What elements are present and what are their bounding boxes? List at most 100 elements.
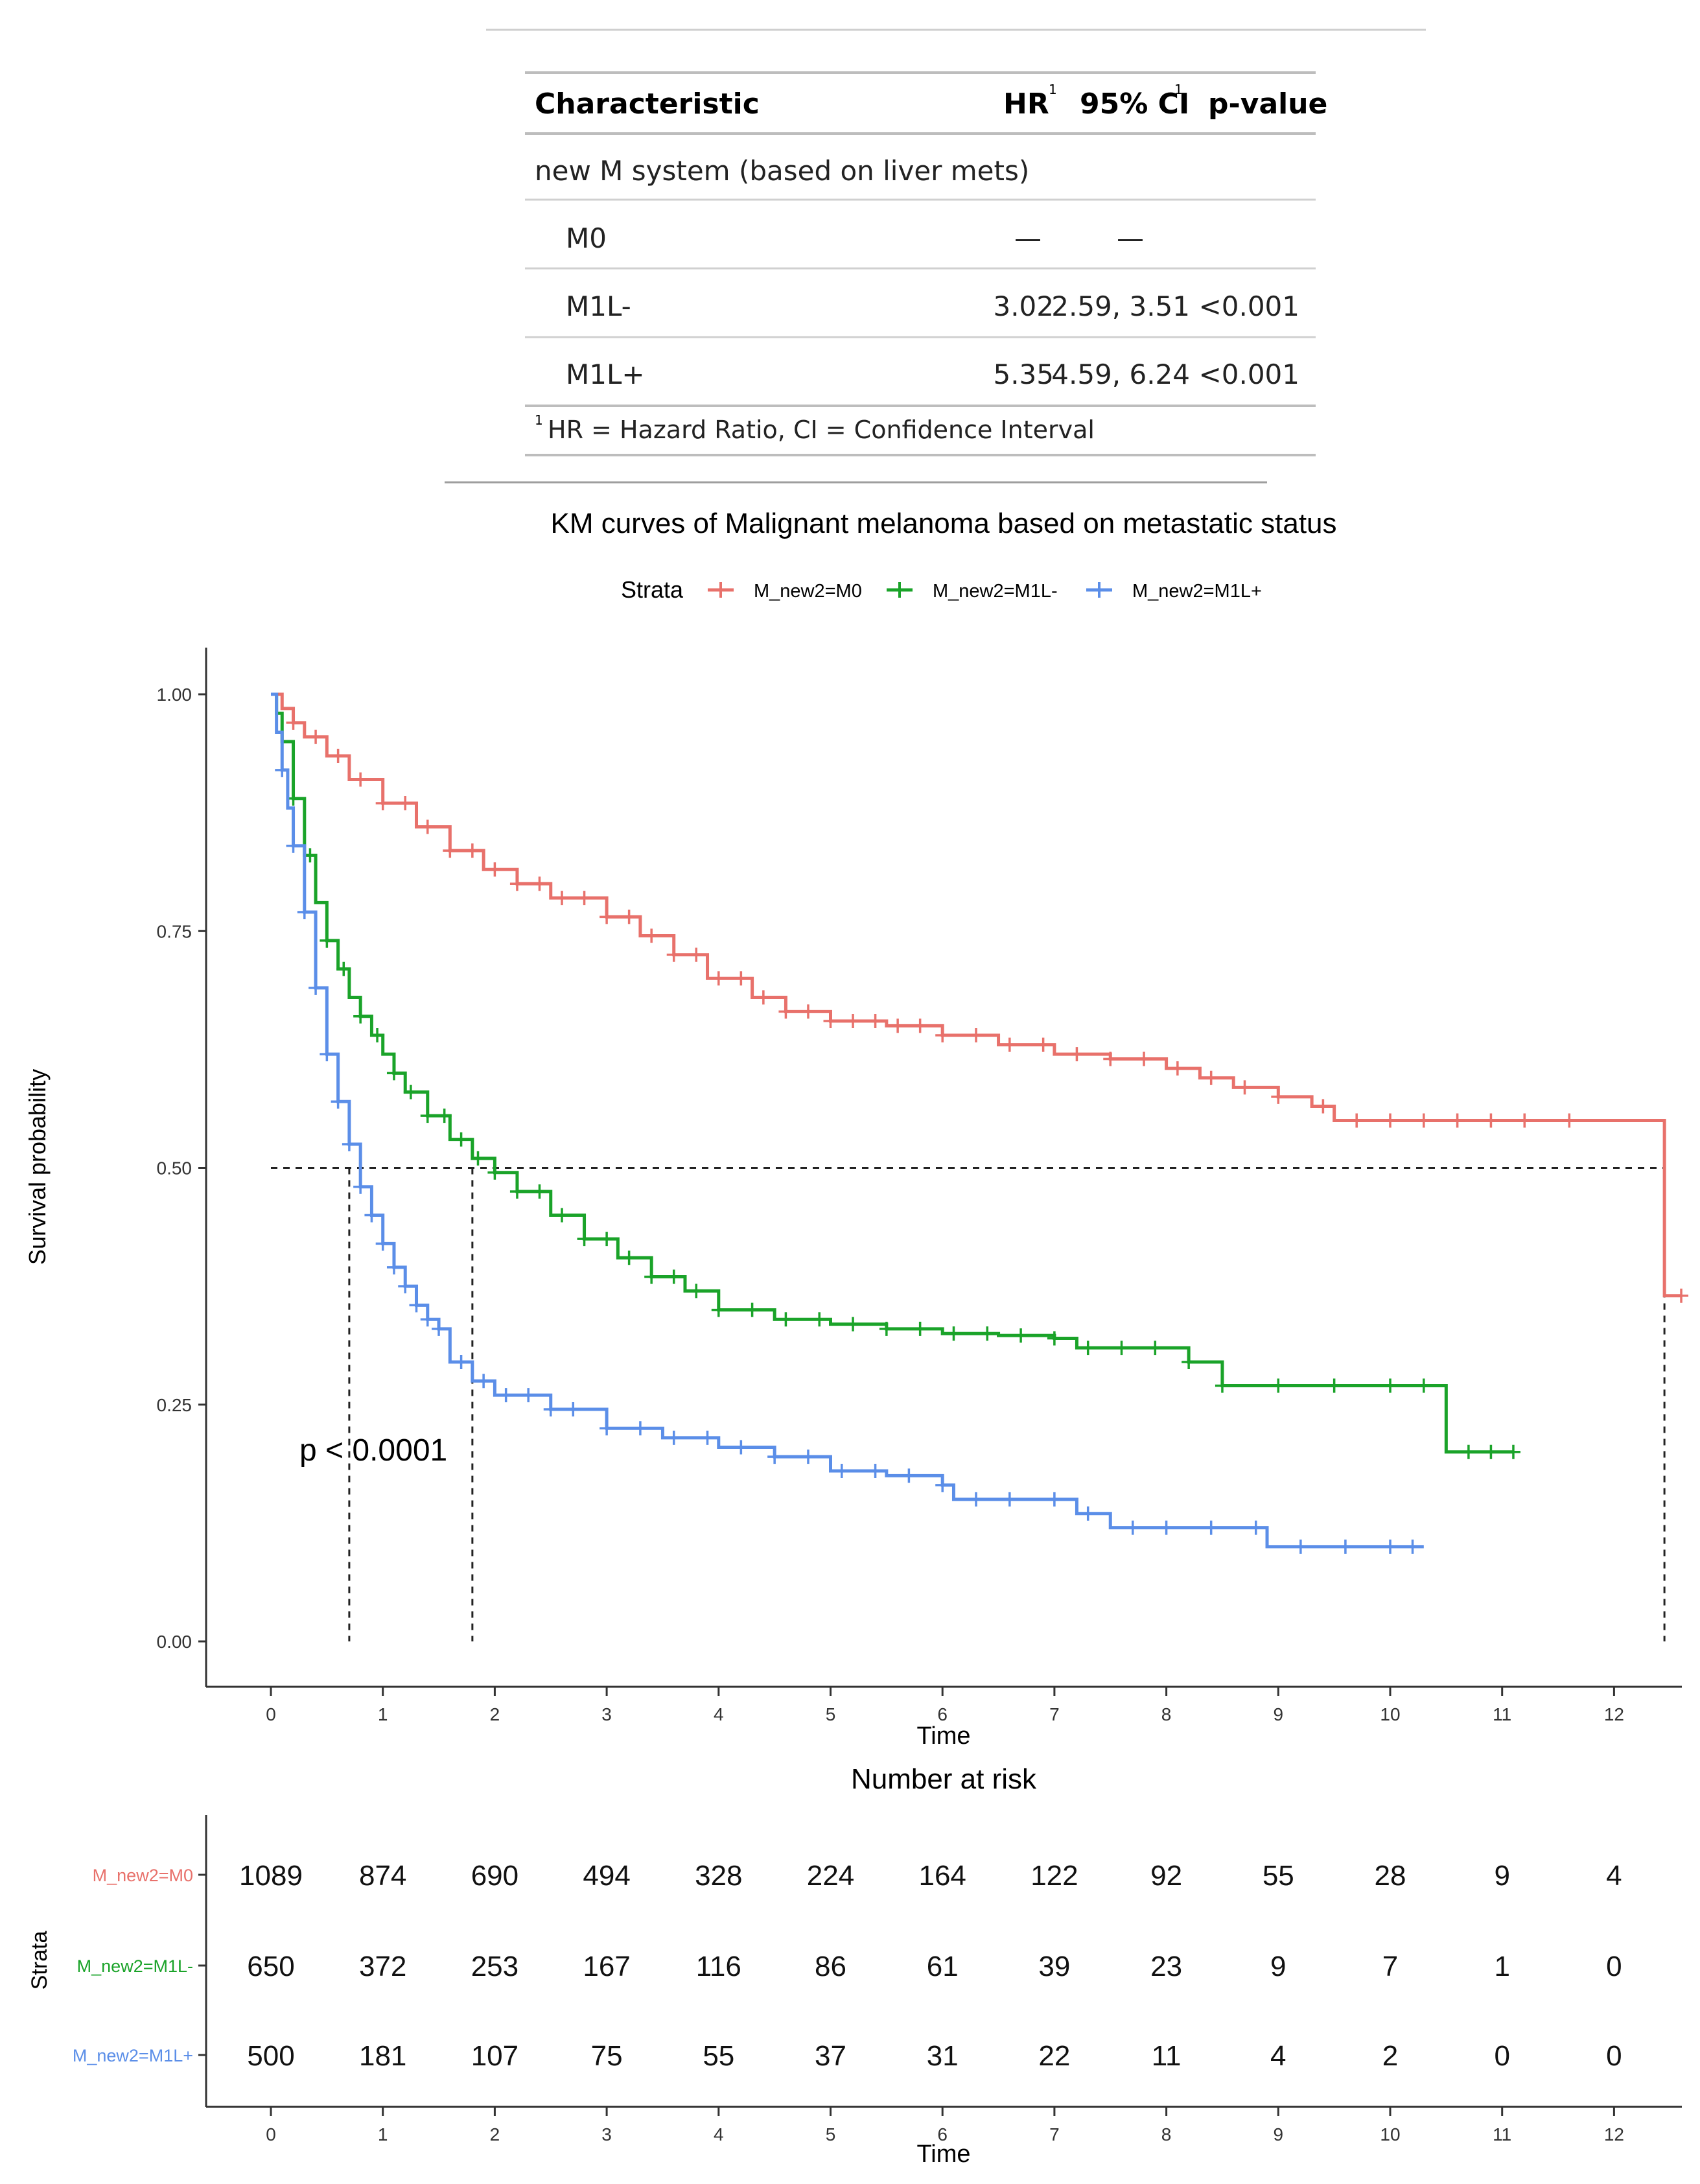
risk-cell: 181 xyxy=(359,2040,406,2072)
risk-cell: 39 xyxy=(1038,1951,1070,1982)
censor-mark xyxy=(666,947,681,962)
x-tick-label: 9 xyxy=(1274,1704,1284,1724)
x-tick-label: 7 xyxy=(1049,1704,1060,1724)
censor-mark xyxy=(644,928,659,943)
y-tick-label: 0.50 xyxy=(157,1158,192,1179)
risk-x-tick-label: 0 xyxy=(266,2124,276,2144)
censor-mark xyxy=(1562,1113,1577,1128)
censor-mark xyxy=(1182,1355,1196,1370)
censor-mark xyxy=(577,891,592,906)
risk-cell: 164 xyxy=(918,1860,966,1892)
risk-cell: 9 xyxy=(1494,1860,1509,1892)
legend-item-m0: M_new2=M0 xyxy=(708,581,862,602)
header-hr-footnote-mark: 1 xyxy=(1049,82,1057,97)
x-tick-label: 6 xyxy=(937,1704,948,1724)
row-label: M1L- xyxy=(566,290,631,322)
risk-cell: 0 xyxy=(1606,1951,1622,1982)
censor-mark xyxy=(1405,1539,1420,1554)
risk-cell: 500 xyxy=(247,2040,294,2072)
censor-mark xyxy=(622,910,636,924)
censor-mark xyxy=(543,1402,558,1417)
censor-mark xyxy=(398,796,413,811)
censor-mark xyxy=(487,862,502,877)
risk-cell: 1 xyxy=(1494,1951,1509,1982)
censor-mark xyxy=(375,796,390,811)
risk-cell: 11 xyxy=(1152,2040,1182,2072)
row-ci: — xyxy=(1117,222,1144,254)
risk-y-axis-title: Strata xyxy=(27,1931,52,1990)
censor-mark xyxy=(1271,1089,1286,1104)
km-curve-group xyxy=(271,692,1689,1303)
censor-mark xyxy=(1674,1288,1689,1303)
censor-mark xyxy=(297,905,312,920)
pvalue-annotation: p < 0.0001 xyxy=(299,1433,447,1468)
censor-mark xyxy=(778,1004,793,1019)
censor-mark xyxy=(1484,1113,1498,1128)
censor-mark xyxy=(566,1402,581,1417)
table-row: M1L- 3.02 2.59, 3.51 <0.001 xyxy=(566,290,1299,322)
censor-mark xyxy=(1316,1099,1331,1114)
risk-cell: 224 xyxy=(807,1860,854,1892)
risk-x-tick-label: 3 xyxy=(601,2124,612,2144)
censor-mark xyxy=(465,843,480,858)
risk-cell: 4 xyxy=(1606,1860,1622,1892)
censor-mark xyxy=(980,1326,995,1341)
censor-mark xyxy=(342,1136,356,1151)
group-label: new M system (based on liver mets) xyxy=(535,155,1029,187)
censor-mark xyxy=(879,1321,894,1336)
risk-x-tick-label: 6 xyxy=(937,2124,948,2144)
risk-row-label: M_new2=M0 xyxy=(93,1866,193,1885)
censor-mark xyxy=(666,1430,681,1445)
censor-mark xyxy=(1237,1080,1252,1095)
censor-mark xyxy=(689,947,704,962)
row-ci: 4.59, 6.24 xyxy=(1051,358,1190,390)
censor-mark xyxy=(1148,1341,1163,1356)
legend-item-m1l-minus: M_new2=M1L- xyxy=(887,581,1058,602)
risk-cell: 0 xyxy=(1494,2040,1509,2072)
censor-mark xyxy=(1103,1051,1118,1066)
censor-mark xyxy=(398,1279,413,1294)
risk-cell: 690 xyxy=(471,1860,518,1892)
risk-x-tick-label: 9 xyxy=(1274,2124,1284,2144)
censor-mark xyxy=(1517,1113,1532,1128)
censor-mark xyxy=(577,1232,592,1247)
censor-mark xyxy=(309,729,323,744)
censor-mark xyxy=(1047,1492,1062,1507)
risk-cell: 61 xyxy=(927,1951,959,1982)
censor-mark xyxy=(336,961,351,976)
censor-mark xyxy=(437,1109,452,1123)
risk-row-label: M_new2=M1L- xyxy=(77,1956,193,1976)
row-hr: — xyxy=(1014,222,1042,254)
x-tick-label: 8 xyxy=(1161,1704,1172,1724)
table-footnote: HR = Hazard Ratio, CI = Confidence Inter… xyxy=(548,416,1095,444)
risk-cell: 31 xyxy=(927,2040,959,2072)
censor-mark xyxy=(353,1009,368,1024)
risk-x-tick-label: 2 xyxy=(490,2124,500,2144)
censor-mark xyxy=(320,1047,334,1062)
censor-mark xyxy=(386,1066,401,1081)
y-tick-label: 0.75 xyxy=(157,921,192,941)
censor-mark xyxy=(286,715,301,730)
censor-mark xyxy=(509,1184,524,1199)
censor-mark xyxy=(471,1151,485,1166)
risk-cell: 167 xyxy=(583,1951,630,1982)
censor-mark xyxy=(622,1251,636,1265)
risk-cell: 23 xyxy=(1150,1951,1182,1982)
y-axis-title: Survival probability xyxy=(24,1069,51,1265)
censor-mark xyxy=(1014,1328,1029,1343)
chart-title: KM curves of Malignant melanoma based on… xyxy=(550,508,1336,539)
censor-mark xyxy=(320,933,334,948)
x-tick-label: 12 xyxy=(1604,1704,1624,1724)
censor-mark xyxy=(1215,1378,1229,1393)
risk-cell: 92 xyxy=(1150,1860,1182,1892)
risk-x-tick-label: 7 xyxy=(1049,2124,1060,2144)
censor-mark xyxy=(454,1355,469,1370)
risk-x-tick-label: 12 xyxy=(1604,2124,1624,2144)
censor-mark xyxy=(846,1014,861,1029)
censor-mark xyxy=(1036,1037,1051,1052)
censor-mark xyxy=(1416,1378,1431,1393)
censor-mark xyxy=(1125,1520,1140,1535)
risk-table: Number at risk Strata Time M_new2=M0 1089… xyxy=(27,1763,1682,2165)
km-axes: 0.000.250.500.751.000 1 2 3 4 5 6 7 8 9 10 11 12 xyxy=(157,648,1682,1724)
risk-cell: 328 xyxy=(695,1860,742,1892)
